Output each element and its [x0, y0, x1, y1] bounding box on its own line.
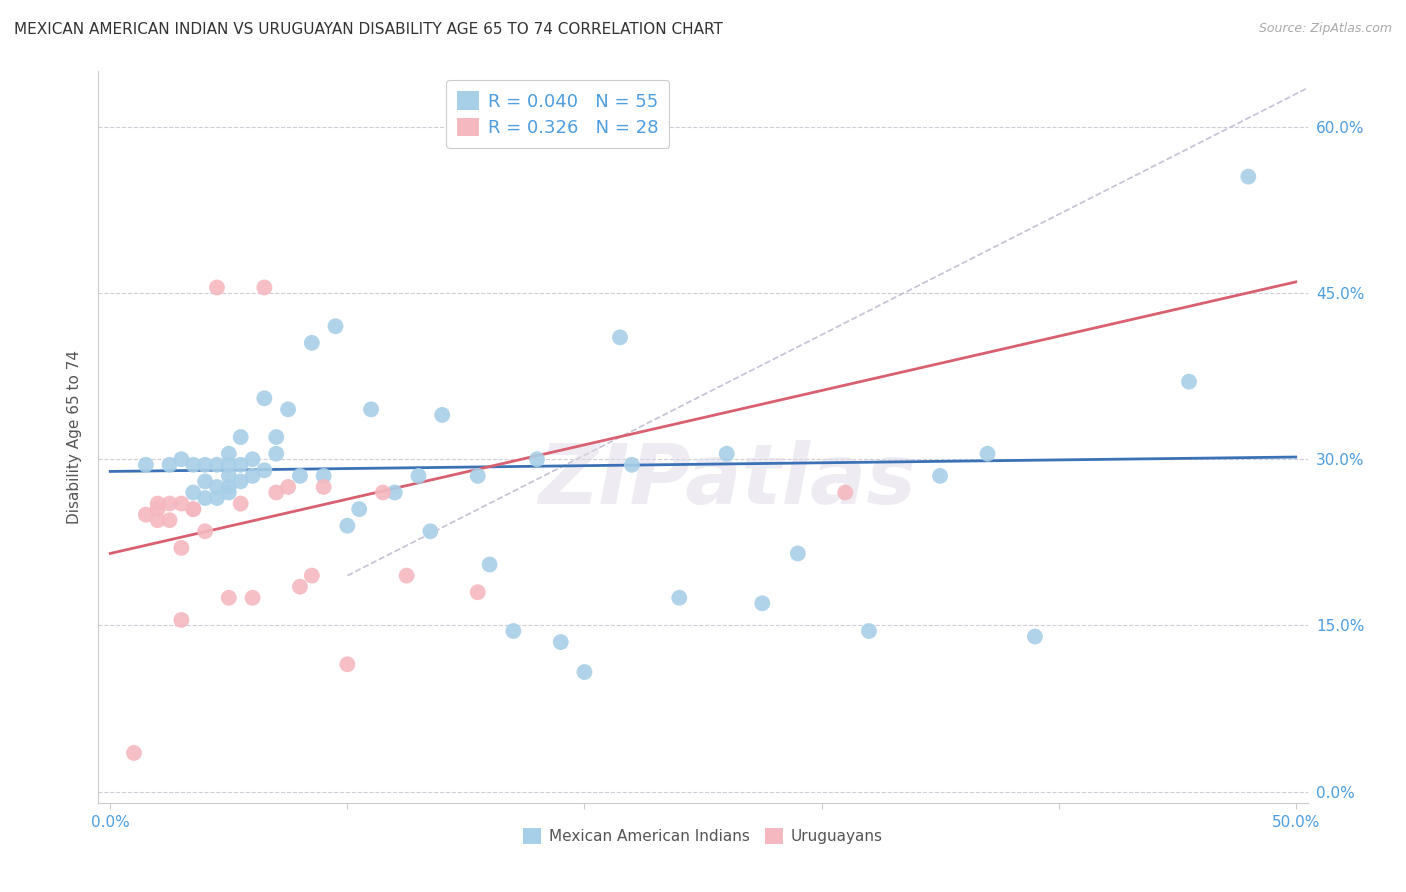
- Point: [336, 657, 359, 672]
- Point: [181, 458, 204, 472]
- Point: [253, 392, 276, 406]
- Point: [181, 502, 204, 516]
- Point: [205, 458, 228, 472]
- Point: [277, 402, 299, 417]
- Point: [218, 485, 240, 500]
- Point: [668, 591, 690, 605]
- Point: [1178, 375, 1201, 389]
- Point: [325, 319, 347, 334]
- Point: [288, 580, 311, 594]
- Point: [312, 480, 335, 494]
- Point: [218, 458, 240, 472]
- Point: [170, 613, 193, 627]
- Point: [146, 502, 169, 516]
- Point: [205, 480, 228, 494]
- Point: [716, 447, 738, 461]
- Point: [194, 475, 217, 489]
- Point: [478, 558, 501, 572]
- Point: [312, 468, 335, 483]
- Y-axis label: Disability Age 65 to 74: Disability Age 65 to 74: [67, 350, 83, 524]
- Point: [347, 502, 370, 516]
- Point: [858, 624, 880, 638]
- Point: [135, 458, 157, 472]
- Point: [242, 452, 264, 467]
- Point: [419, 524, 441, 539]
- Point: [609, 330, 631, 344]
- Point: [277, 480, 299, 494]
- Point: [205, 280, 228, 294]
- Point: [384, 485, 406, 500]
- Point: [242, 591, 264, 605]
- Point: [526, 452, 548, 467]
- Point: [1024, 630, 1046, 644]
- Point: [976, 447, 998, 461]
- Point: [181, 502, 204, 516]
- Point: [170, 497, 193, 511]
- Point: [218, 591, 240, 605]
- Point: [205, 491, 228, 505]
- Point: [301, 335, 323, 350]
- Point: [218, 480, 240, 494]
- Point: [159, 458, 181, 472]
- Point: [253, 280, 276, 294]
- Point: [194, 491, 217, 505]
- Point: [288, 468, 311, 483]
- Point: [929, 468, 952, 483]
- Text: ZIPatlas: ZIPatlas: [538, 441, 917, 522]
- Point: [467, 585, 489, 599]
- Point: [229, 497, 252, 511]
- Point: [146, 497, 169, 511]
- Point: [122, 746, 145, 760]
- Point: [1237, 169, 1260, 184]
- Point: [408, 468, 430, 483]
- Point: [751, 596, 773, 610]
- Point: [135, 508, 157, 522]
- Point: [170, 452, 193, 467]
- Point: [360, 402, 382, 417]
- Point: [264, 430, 287, 444]
- Point: [218, 447, 240, 461]
- Point: [253, 463, 276, 477]
- Point: [834, 485, 856, 500]
- Point: [395, 568, 418, 582]
- Point: [194, 524, 217, 539]
- Legend: Mexican American Indians, Uruguayans: Mexican American Indians, Uruguayans: [517, 822, 889, 850]
- Point: [371, 485, 394, 500]
- Point: [170, 541, 193, 555]
- Point: [432, 408, 454, 422]
- Point: [336, 518, 359, 533]
- Point: [574, 665, 596, 679]
- Point: [502, 624, 524, 638]
- Text: MEXICAN AMERICAN INDIAN VS URUGUAYAN DISABILITY AGE 65 TO 74 CORRELATION CHART: MEXICAN AMERICAN INDIAN VS URUGUAYAN DIS…: [14, 22, 723, 37]
- Point: [159, 513, 181, 527]
- Point: [242, 468, 264, 483]
- Point: [229, 475, 252, 489]
- Point: [301, 568, 323, 582]
- Text: Source: ZipAtlas.com: Source: ZipAtlas.com: [1258, 22, 1392, 36]
- Point: [264, 447, 287, 461]
- Point: [550, 635, 572, 649]
- Point: [194, 458, 217, 472]
- Point: [146, 513, 169, 527]
- Point: [181, 485, 204, 500]
- Point: [620, 458, 643, 472]
- Point: [786, 546, 808, 560]
- Point: [229, 458, 252, 472]
- Point: [159, 497, 181, 511]
- Point: [229, 430, 252, 444]
- Point: [467, 468, 489, 483]
- Point: [264, 485, 287, 500]
- Point: [218, 468, 240, 483]
